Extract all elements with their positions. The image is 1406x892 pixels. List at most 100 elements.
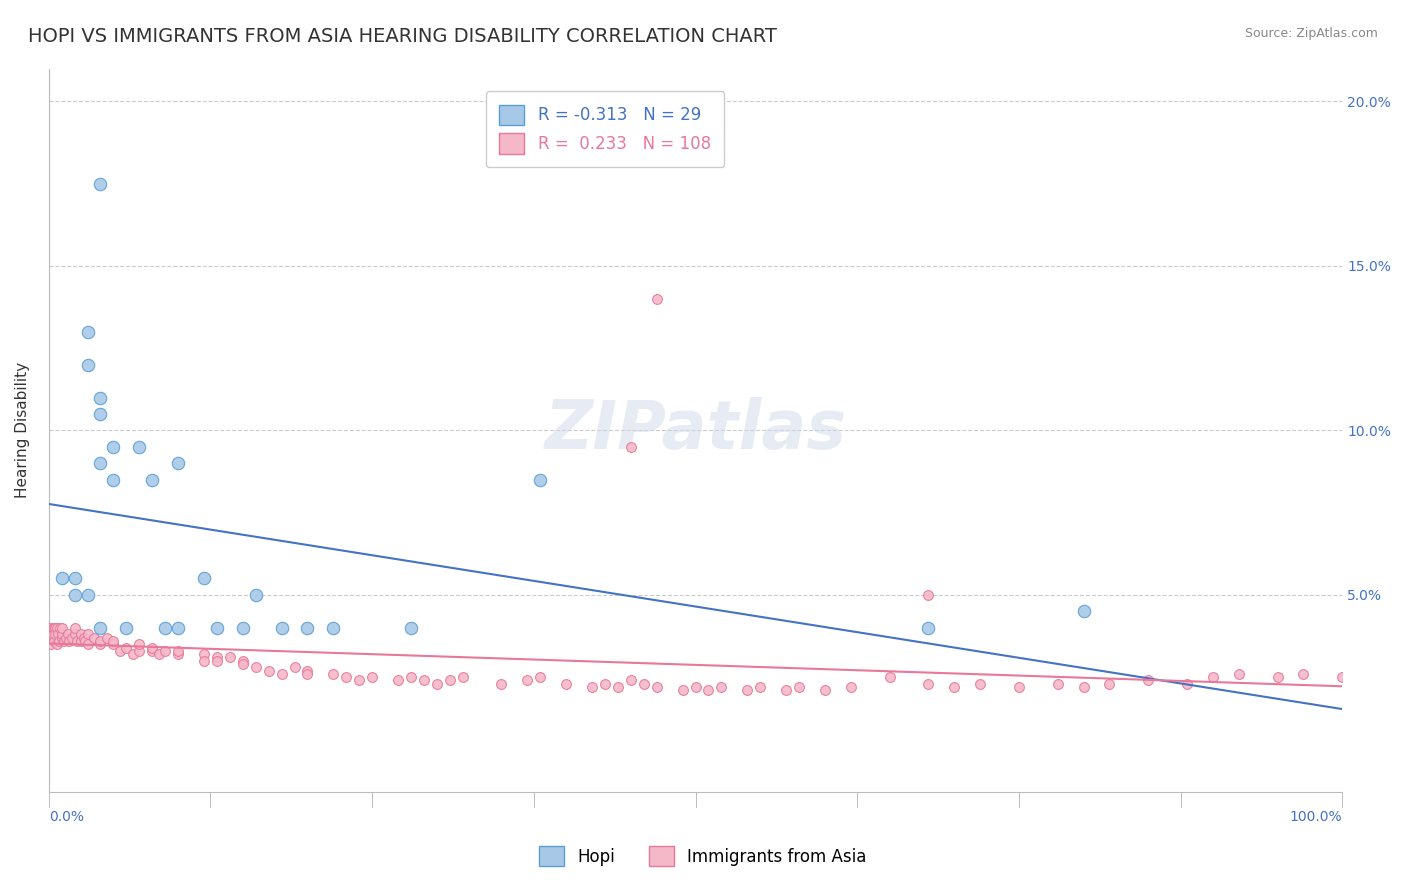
Point (735, 683, 758, 698)
Point (322, 621, 344, 635)
Point (193, 572, 215, 586)
Point (697, 683, 720, 698)
Point (399, 621, 422, 635)
Point (41, 637, 63, 651)
Point (270, 666, 292, 681)
Point (153, 644, 176, 658)
Point (593, 677, 616, 691)
Point (205, 621, 228, 635)
Point (63, 588, 86, 602)
Legend: R = -0.313   N = 29, R =  0.233   N = 108: R = -0.313 N = 29, R = 0.233 N = 108 (486, 91, 724, 167)
Point (297, 664, 319, 678)
Point (76, 588, 98, 602)
Point (387, 673, 409, 688)
Point (671, 683, 693, 698)
Y-axis label: Hearing Disability: Hearing Disability (15, 362, 30, 499)
Text: ZIPatlas: ZIPatlas (544, 398, 846, 464)
Point (606, 680, 628, 694)
Point (53, 634, 76, 648)
Point (399, 670, 422, 684)
Text: 0.0%: 0.0% (49, 811, 84, 824)
Point (103, 634, 125, 648)
Point (620, 673, 643, 688)
Point (943, 680, 966, 694)
Point (787, 680, 810, 694)
Point (1008, 680, 1031, 694)
Point (555, 677, 578, 691)
Point (969, 677, 991, 691)
Point (1046, 677, 1069, 691)
Point (685, 680, 707, 694)
Point (297, 666, 319, 681)
Point (89, 456, 111, 470)
Point (1175, 677, 1198, 691)
Point (58, 634, 80, 648)
Point (1331, 670, 1354, 684)
Point (451, 670, 474, 684)
Point (917, 677, 939, 691)
Point (45, 637, 67, 651)
Point (60, 631, 83, 645)
Point (63, 627, 86, 641)
Point (128, 637, 150, 651)
Point (412, 673, 434, 688)
Point (89, 621, 111, 635)
Point (141, 644, 163, 658)
Point (297, 621, 319, 635)
Point (49, 621, 72, 635)
Point (167, 647, 190, 661)
Point (63, 572, 86, 586)
Point (270, 621, 292, 635)
Point (167, 644, 190, 658)
Point (245, 660, 267, 674)
Point (917, 588, 939, 602)
Point (89, 634, 111, 648)
Point (70, 634, 93, 648)
Point (1137, 673, 1160, 688)
Point (73, 631, 96, 645)
Point (1267, 670, 1289, 684)
Point (361, 670, 384, 684)
Point (115, 640, 138, 655)
Point (879, 670, 901, 684)
Point (426, 677, 449, 691)
Legend: Hopi, Immigrants from Asia: Hopi, Immigrants from Asia (531, 838, 875, 875)
Point (141, 640, 163, 655)
Point (55, 631, 77, 645)
Point (232, 657, 254, 671)
Point (51, 572, 73, 586)
Point (46, 627, 69, 641)
Text: HOPI VS IMMIGRANTS FROM ASIA HEARING DISABILITY CORRELATION CHART: HOPI VS IMMIGRANTS FROM ASIA HEARING DIS… (28, 27, 778, 45)
Point (322, 666, 344, 681)
Point (645, 680, 668, 694)
Point (39, 621, 62, 635)
Point (581, 680, 603, 694)
Point (205, 654, 228, 668)
Point (529, 670, 551, 684)
Point (73, 634, 96, 648)
Point (1073, 680, 1095, 694)
Point (1292, 666, 1315, 681)
Point (633, 677, 655, 691)
Point (193, 654, 215, 668)
Point (232, 621, 254, 635)
Point (205, 650, 228, 665)
Point (917, 621, 939, 635)
Point (51, 627, 73, 641)
Text: 100.0%: 100.0% (1289, 811, 1343, 824)
Point (115, 621, 138, 635)
Point (128, 440, 150, 454)
Point (1202, 670, 1225, 684)
Point (103, 637, 125, 651)
Point (1098, 677, 1121, 691)
Point (620, 440, 643, 454)
Point (167, 456, 190, 470)
Point (103, 440, 125, 454)
Point (529, 473, 551, 487)
Point (44, 627, 66, 641)
Point (839, 680, 862, 694)
Point (56, 627, 79, 641)
Point (108, 644, 131, 658)
Point (516, 673, 538, 688)
Point (245, 588, 267, 602)
